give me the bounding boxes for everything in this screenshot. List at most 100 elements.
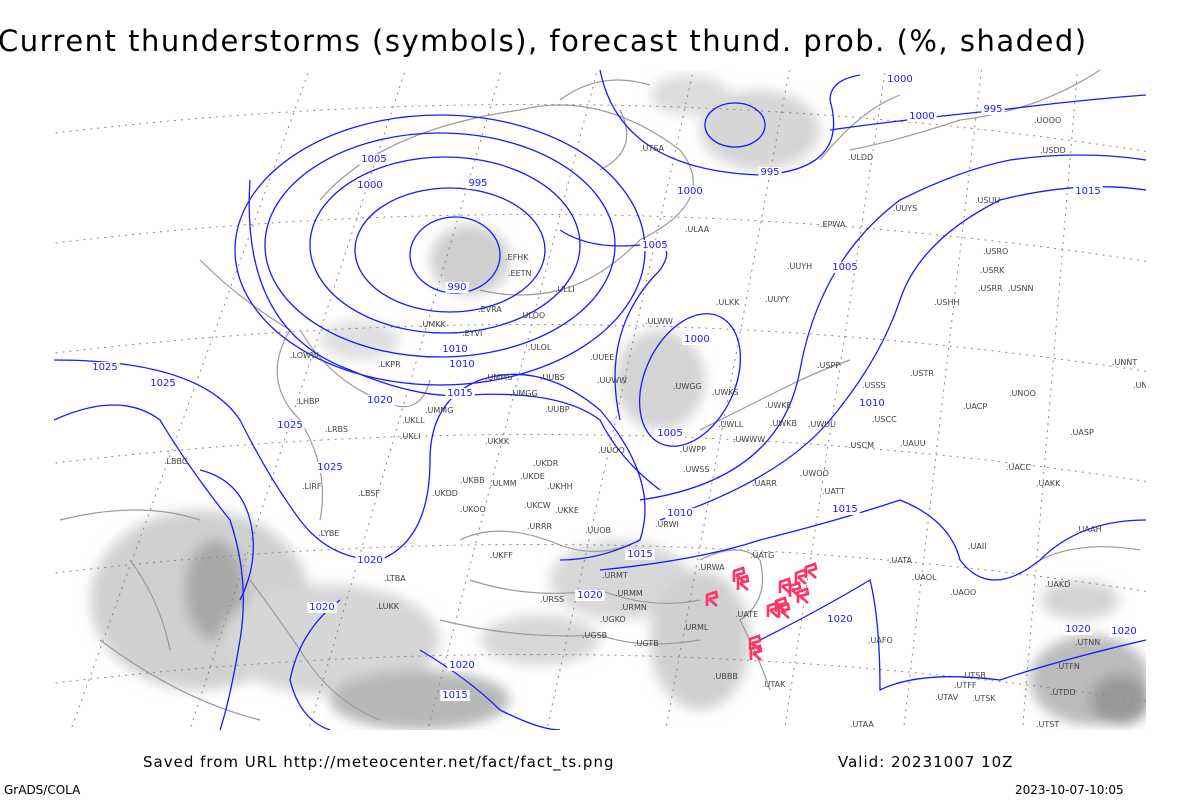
isobar-label: 1025 [150, 378, 175, 389]
station-label: .UWWW [733, 435, 765, 444]
thunderstorm-symbols [705, 562, 818, 661]
isobar-label-bg [1073, 186, 1103, 197]
isobar-label-bg [447, 359, 477, 370]
station-label: .UTAA [850, 720, 874, 729]
station-label: .USHH [934, 298, 960, 307]
station-label: .UKLI [400, 432, 420, 441]
isobar [759, 578, 1146, 692]
isobar-label: 1020 [1111, 626, 1136, 637]
station-label: .LYBE [318, 529, 339, 538]
isobar-label: 990 [447, 282, 466, 293]
station-label: .USRR [978, 284, 1003, 293]
isobar-label: 1025 [92, 362, 117, 373]
station-label: .UTAV [935, 693, 959, 702]
isobar-label: 1010 [667, 508, 692, 519]
station-label: .UGKO [600, 615, 626, 624]
station-label: .USUU [975, 196, 1000, 205]
meridian [784, 70, 886, 730]
isobar-label-bg [440, 690, 470, 701]
station-label: .LOWW [290, 351, 319, 360]
station-label: .USCC [872, 415, 897, 424]
station-label: .UKDD [432, 489, 458, 498]
isobar-label-bg [307, 602, 337, 613]
probability-area [1090, 675, 1146, 725]
isobar-label: 1010 [859, 398, 884, 409]
station-label: .UTSB [962, 671, 986, 680]
isobar-label: 1015 [627, 549, 652, 560]
isobar-label-bg [625, 549, 655, 560]
isobar-label: 995 [760, 167, 779, 178]
probability-area [650, 75, 730, 115]
station-label: .LHBP [296, 397, 320, 406]
probability-area [615, 330, 705, 430]
station-label: .USNN [1008, 284, 1033, 293]
isobar-label-bg [1109, 626, 1139, 637]
isobar-label: 1015 [442, 690, 467, 701]
station-label: .UKDE [520, 472, 545, 481]
station-label: .USTR [910, 369, 934, 378]
station-label: .USDD [1040, 146, 1066, 155]
station-label: .UUYY [765, 295, 789, 304]
station-label: .UACC [1006, 463, 1031, 472]
station-label: .UBBB [713, 672, 738, 681]
isobar-label-bg [445, 388, 475, 399]
station-label: .UTAK [762, 680, 786, 689]
meridian [1021, 70, 1079, 730]
station-label: .UAUU [900, 439, 926, 448]
coastline [439, 619, 701, 645]
isobar-label: 1000 [909, 111, 934, 122]
probability-area [1040, 580, 1120, 620]
station-label: .UARR [752, 479, 777, 488]
station-label: .UGSB [582, 631, 607, 640]
station-label: .UKLL [402, 416, 425, 425]
isobar [54, 359, 646, 561]
station-label: .UKCW [524, 501, 551, 510]
isobar-label-bg [275, 420, 305, 431]
source-url-text: Saved from URL http://meteocenter.net/fa… [143, 753, 615, 771]
isobar-label: 1020 [357, 555, 382, 566]
station-label: .ULDD [848, 153, 873, 162]
station-label: .UATG [750, 551, 774, 560]
station-label: .UATT [822, 487, 845, 496]
coastline [59, 509, 1141, 721]
station-label: .UUBS [540, 373, 565, 382]
isobar-label-bg [825, 614, 855, 625]
station-label: .EVRA [478, 305, 502, 314]
station-label: .UAFO [868, 636, 893, 645]
isobar-label: 1020 [367, 395, 392, 406]
isobar-label: 1020 [449, 660, 474, 671]
isobar-label-bg [655, 428, 685, 439]
station-label: .UWKS [712, 388, 739, 397]
isobar [264, 132, 616, 358]
thunderstorm-symbol-icon [705, 590, 719, 607]
station-label: .UMGG [510, 389, 538, 398]
isobar [599, 70, 861, 176]
probability-area [220, 585, 440, 695]
station-label: .USRO [983, 247, 1008, 256]
station-label: .LIRF [302, 482, 322, 491]
station-label: .UTSA [640, 144, 665, 153]
station-label: .UKFF [490, 551, 513, 560]
station-label: .URMT [602, 571, 628, 580]
isobar-label-bg [640, 240, 670, 251]
station-label: .UTSK [972, 694, 996, 703]
isobar-label-bg [355, 555, 385, 566]
isobar-label-bg [830, 504, 860, 515]
station-label: .LTBA [384, 574, 406, 583]
station-label: .USCM [848, 441, 874, 450]
coastline [319, 104, 694, 296]
station-label: .EETN [508, 269, 532, 278]
isobar-label-bg [365, 395, 395, 406]
probability-area [320, 320, 400, 360]
station-label: .UMKK [420, 320, 447, 329]
isobar-label: 1020 [827, 614, 852, 625]
station-label: .ULOL [528, 343, 552, 352]
station-label: .ULLI [555, 285, 575, 294]
station-labels: .ULAA .ULLI .ULOO .ULOL .EFHK .EETN .EVRA .UMKK… [164, 116, 1146, 729]
isobar-label: 1005 [361, 154, 386, 165]
station-label: .UWSS [683, 465, 709, 474]
station-label: .UTFN [1056, 662, 1080, 671]
thunderstorm-symbol-icon [778, 577, 792, 594]
isobar-label: 995 [468, 178, 487, 189]
station-label: .ULMM [490, 479, 517, 488]
